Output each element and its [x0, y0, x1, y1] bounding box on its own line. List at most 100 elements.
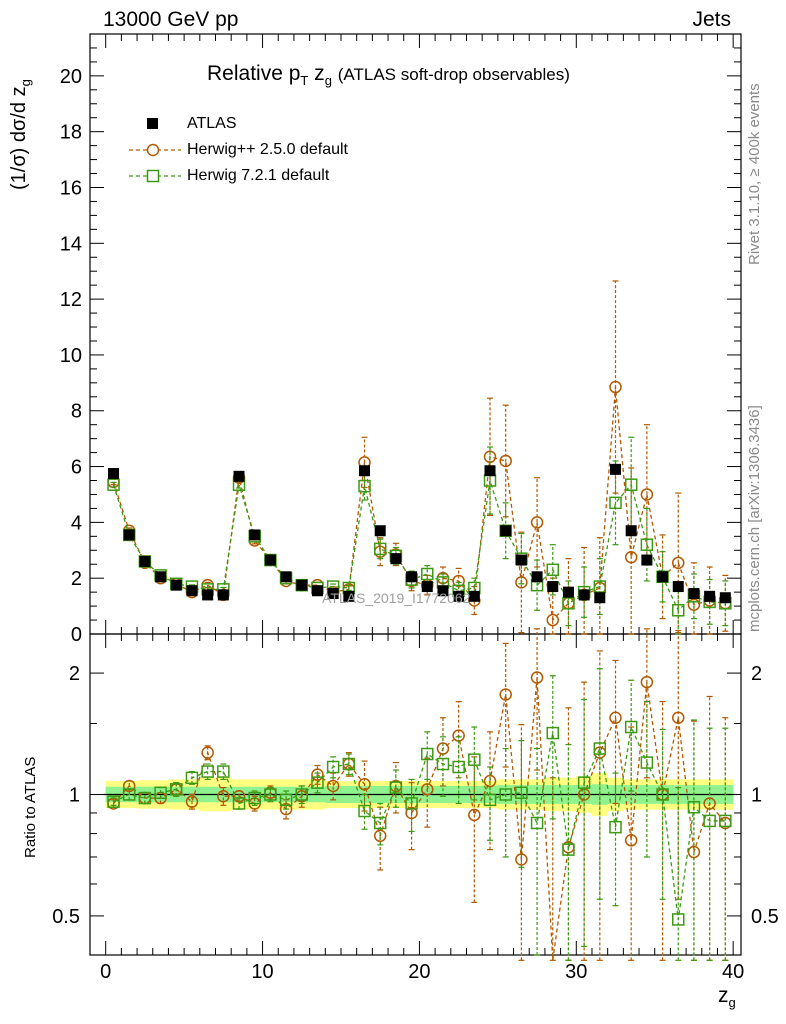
- main-atlas-point: [641, 554, 653, 566]
- main-atlas-point: [610, 463, 622, 475]
- main-atlas-point: [249, 529, 261, 541]
- ratio-herwig7-point: [703, 814, 716, 828]
- ratio-herwig7-point: [499, 788, 512, 801]
- main-herwigpp-point: [672, 556, 685, 570]
- main-atlas-point: [688, 588, 700, 600]
- main-ytick-label: 18: [60, 122, 82, 144]
- main-herwig7-point: [107, 478, 120, 491]
- main-atlas-point: [359, 465, 371, 477]
- ratio-herwig7-point: [311, 776, 324, 789]
- main-atlas-point: [327, 588, 339, 600]
- ratio-herwigpp-point: [201, 746, 214, 759]
- ratio-herwig7-point: [719, 814, 732, 828]
- main-atlas-point: [186, 585, 198, 597]
- main-atlas-point: [311, 585, 323, 597]
- main-atlas-point: [155, 571, 167, 583]
- legend-item-atlas: ATLAS: [127, 112, 237, 136]
- main-atlas-point: [280, 571, 292, 583]
- main-atlas-point: [719, 592, 731, 604]
- ratio-herwig7-point: [373, 816, 387, 830]
- header-left: 13000 GeV pp: [103, 8, 239, 31]
- ratio-herwig7-point: [122, 788, 136, 801]
- ratio-herwig7-point: [593, 742, 607, 755]
- main-atlas-point: [406, 571, 418, 583]
- title-mid: z: [308, 62, 325, 85]
- header-right: Jets: [692, 8, 731, 31]
- x-label-sub: g: [728, 995, 736, 1011]
- main-atlas-point: [515, 554, 527, 566]
- main-ytick-label: 2: [71, 568, 82, 590]
- main-atlas-point: [202, 589, 214, 601]
- main-atlas-point: [343, 590, 355, 602]
- ratio-herwig7-point: [389, 781, 403, 794]
- ratio-herwig7-point: [640, 756, 654, 769]
- main-atlas-point: [374, 525, 386, 537]
- x-axis-label: zg: [718, 984, 736, 1010]
- ratio-herwigpp-point: [468, 808, 481, 822]
- main-atlas-point: [484, 465, 496, 477]
- main-atlas-point: [296, 579, 308, 591]
- main-herwig7-point: [373, 542, 387, 556]
- ratio-herwigpp-point: [326, 779, 340, 793]
- ratio-herwig7-point: [107, 795, 120, 808]
- xtick-label: 10: [251, 961, 273, 983]
- main-herwig7-point: [358, 479, 371, 493]
- main-herwig7-point: [421, 567, 434, 581]
- main-atlas-point: [123, 529, 135, 541]
- ratio-herwig7-point: [672, 913, 685, 926]
- x-label-text: z: [718, 984, 729, 1007]
- main-herwig7-point: [640, 538, 654, 551]
- ratio-herwigpp-point: [421, 783, 434, 796]
- ratio-herwigpp-point: [483, 774, 497, 788]
- ratio-herwigpp-point: [122, 779, 136, 793]
- title-sub-g: g: [324, 73, 332, 89]
- ratio-herwigpp-point: [672, 711, 685, 724]
- legend-atlas-label: ATLAS: [187, 115, 237, 132]
- ratio-ytick-label: 0.5: [52, 906, 80, 928]
- ratio-herwig7-point: [201, 765, 214, 778]
- ratio-ytick-label-right: 2: [751, 663, 762, 685]
- title-tail: (ATLAS soft-drop observables): [337, 65, 570, 84]
- ratio-herwigpp-point: [185, 795, 199, 808]
- ratio-herwig7-point: [483, 793, 497, 807]
- ratio-herwigpp-point: [452, 729, 465, 742]
- title-sub-t: T: [300, 73, 309, 89]
- legend-herwig7-label: Herwig 7.2.1 default: [187, 167, 330, 184]
- main-ytick-label: 8: [71, 401, 82, 423]
- ratio-herwig7-point: [138, 791, 152, 805]
- ratio-herwig7-point: [342, 757, 356, 771]
- ratio-herwig7-point: [170, 783, 183, 796]
- main-atlas-point: [531, 571, 543, 583]
- main-herwigpp-line: [112, 386, 726, 622]
- main-herwigpp-point: [687, 598, 701, 611]
- ratio-herwig7-point: [687, 800, 701, 814]
- ratio-ytick-label: 1: [69, 785, 80, 807]
- ratio-herwigpp-point: [609, 711, 622, 724]
- ratio-herwig7-point: [232, 797, 246, 810]
- xtick-label: 0: [100, 961, 111, 983]
- ratio-herwig7-line: [113, 724, 726, 920]
- ratio-herwig7-point: [546, 726, 560, 740]
- main-atlas-point: [562, 586, 574, 598]
- legend-atlas-marker: [147, 118, 158, 129]
- ratio-herwigpp-point: [373, 829, 387, 843]
- ratio-herwigpp-point: [217, 790, 230, 803]
- main-atlas-point: [468, 590, 480, 602]
- main-atlas-point: [421, 581, 433, 593]
- ratio-herwig7-point: [562, 843, 575, 856]
- ratio-herwig7-point: [609, 820, 622, 834]
- ratio-herwig7-point: [154, 786, 167, 800]
- legend-herwigpp-label: Herwig++ 2.5.0 default: [187, 141, 348, 158]
- ratio-herwigpp-point: [232, 790, 246, 803]
- main-herwigpp-point: [530, 516, 544, 529]
- main-atlas-point: [578, 589, 590, 601]
- ratio-herwig7-point: [656, 788, 669, 801]
- main-ytick-label: 0: [71, 624, 82, 646]
- ratio-herwig7-point: [405, 797, 418, 810]
- main-atlas-point: [264, 554, 276, 566]
- main-atlas-point: [672, 581, 684, 593]
- y-label-text: (1/σ) dσ/d z: [8, 86, 30, 190]
- ratio-ytick-label: 2: [69, 663, 80, 685]
- main-herwig7-point: [562, 597, 575, 610]
